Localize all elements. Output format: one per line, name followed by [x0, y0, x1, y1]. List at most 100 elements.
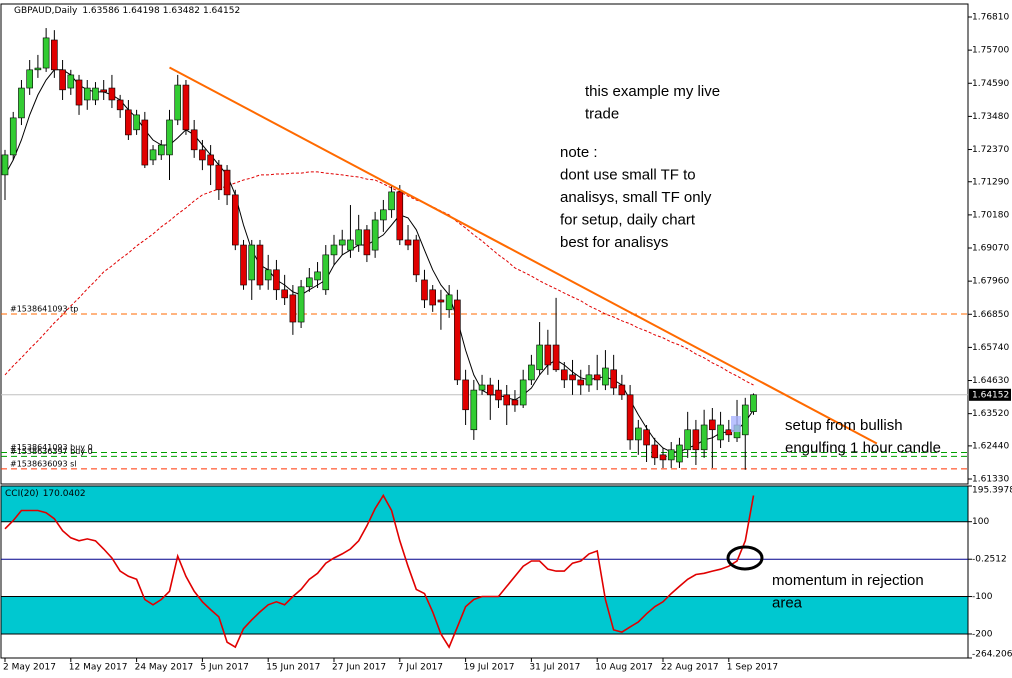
candle-body	[388, 191, 395, 211]
candle-body	[371, 219, 379, 251]
x-tick-label: 1 Sep 2017	[727, 663, 778, 673]
highlight-box	[731, 416, 741, 432]
candle-body	[281, 289, 288, 299]
candle-body	[100, 89, 107, 93]
y-tick-label: 1.64630	[972, 376, 1009, 386]
x-tick-label: 22 Aug 2017	[661, 663, 719, 673]
circle-annotation	[726, 545, 764, 571]
band	[1, 486, 968, 522]
mark-layer: 1.76810 1.75700 1.74590 1.73480 1.72370 1.712…	[1, 13, 1012, 673]
annotation-text: analisys, small TF only	[560, 189, 712, 206]
candle-body	[199, 149, 206, 161]
y-tick-label: 1.72370	[972, 145, 1009, 155]
candle-body	[297, 286, 305, 323]
x-tick-label: 7 Jul 2017	[398, 663, 443, 673]
candle-body	[34, 67, 42, 71]
panel-frame	[0, 485, 969, 659]
candle-body	[577, 379, 585, 386]
x-tick-label: 2 May 2017	[3, 663, 56, 673]
candle-body	[429, 289, 437, 306]
candle-body	[692, 429, 700, 451]
candle-body	[396, 191, 404, 241]
candle-body	[511, 399, 519, 406]
candle-body	[462, 379, 469, 411]
y-tick-label: 195.3978	[972, 486, 1012, 496]
candle-body	[503, 394, 511, 406]
candle-body	[536, 344, 543, 371]
candle-body	[330, 244, 338, 256]
y-tick-label: 1.73480	[972, 112, 1009, 122]
x-tick-label: 10 Aug 2017	[595, 663, 653, 673]
x-tick-label: 19 Jul 2017	[464, 663, 515, 673]
candle-body	[552, 344, 560, 371]
candle-body	[314, 271, 321, 281]
candle-body	[51, 39, 58, 71]
candle-body	[108, 87, 116, 101]
candle-body	[495, 389, 502, 401]
trend-line	[169, 66, 878, 445]
y-tick-label: 1.67960	[972, 277, 1009, 287]
candle-body	[42, 37, 50, 69]
candle-body	[741, 404, 749, 436]
y-tick-label: 1.65740	[972, 343, 1009, 353]
candle-body	[338, 239, 346, 246]
candle-body	[380, 209, 387, 221]
candle-body	[569, 374, 576, 381]
y-tick-label: -200	[972, 629, 993, 639]
candle-body	[676, 444, 683, 463]
indicator-title: CCI(20)	[5, 489, 39, 499]
candle-body	[18, 87, 25, 119]
panel-frame	[0, 3, 969, 485]
x-tick-label: 15 Jun 2017	[266, 663, 320, 673]
candle-body	[166, 119, 173, 156]
candle-body	[322, 254, 330, 291]
candle-body	[174, 84, 182, 121]
candle-body	[59, 69, 66, 91]
y-tick-label: 1.76810	[972, 13, 1009, 23]
chart-header: GBPAUD,Daily 1.63586 1.64198 1.63482 1.64152	[14, 6, 240, 16]
candle-body	[544, 344, 552, 366]
candle-body	[626, 394, 634, 441]
x-tick-label: 5 Jun 2017	[200, 663, 248, 673]
candle-body	[190, 129, 198, 151]
candle-body	[355, 229, 362, 246]
candle-body	[651, 444, 659, 459]
candle-body	[240, 244, 247, 286]
candle-body	[560, 369, 568, 381]
candle-body	[256, 244, 264, 286]
candle-body	[207, 154, 214, 166]
y-tick-label: -100	[972, 592, 993, 602]
candle-body	[141, 119, 149, 166]
indicator-line	[4, 493, 755, 649]
candle-body	[157, 144, 165, 156]
y-tick-label: -264.2063	[972, 650, 1012, 660]
annotation-text: this example my live	[585, 83, 720, 100]
annotation-text: best for analisys	[560, 234, 668, 251]
y-tick-label: 1.62440	[972, 441, 1009, 451]
candle-body	[264, 269, 272, 281]
candle-body	[610, 369, 617, 389]
order-label: #1538636397 buy 0	[10, 447, 93, 456]
candle-body	[421, 279, 428, 301]
candle-body	[223, 169, 231, 196]
header-close: 1.64152	[203, 6, 240, 16]
candle-body	[437, 299, 445, 303]
candle-body	[445, 294, 453, 311]
candle-body	[83, 87, 91, 101]
band	[1, 596, 968, 634]
order-label: #1538636093 sl	[10, 459, 77, 468]
candle-body	[659, 454, 667, 461]
indicator-value: 170.0402	[43, 489, 86, 499]
candle-body	[717, 424, 724, 441]
candle-body	[133, 114, 140, 131]
x-tick-label: 27 Jun 2017	[332, 663, 386, 673]
y-tick-label: 1.63520	[972, 409, 1009, 419]
candle-body	[700, 424, 708, 451]
candle-body	[593, 374, 601, 381]
candle-body	[306, 277, 313, 288]
header-low: 1.63482	[163, 6, 200, 16]
candle-body	[116, 99, 124, 111]
y-tick-label: 1.66850	[972, 310, 1009, 320]
